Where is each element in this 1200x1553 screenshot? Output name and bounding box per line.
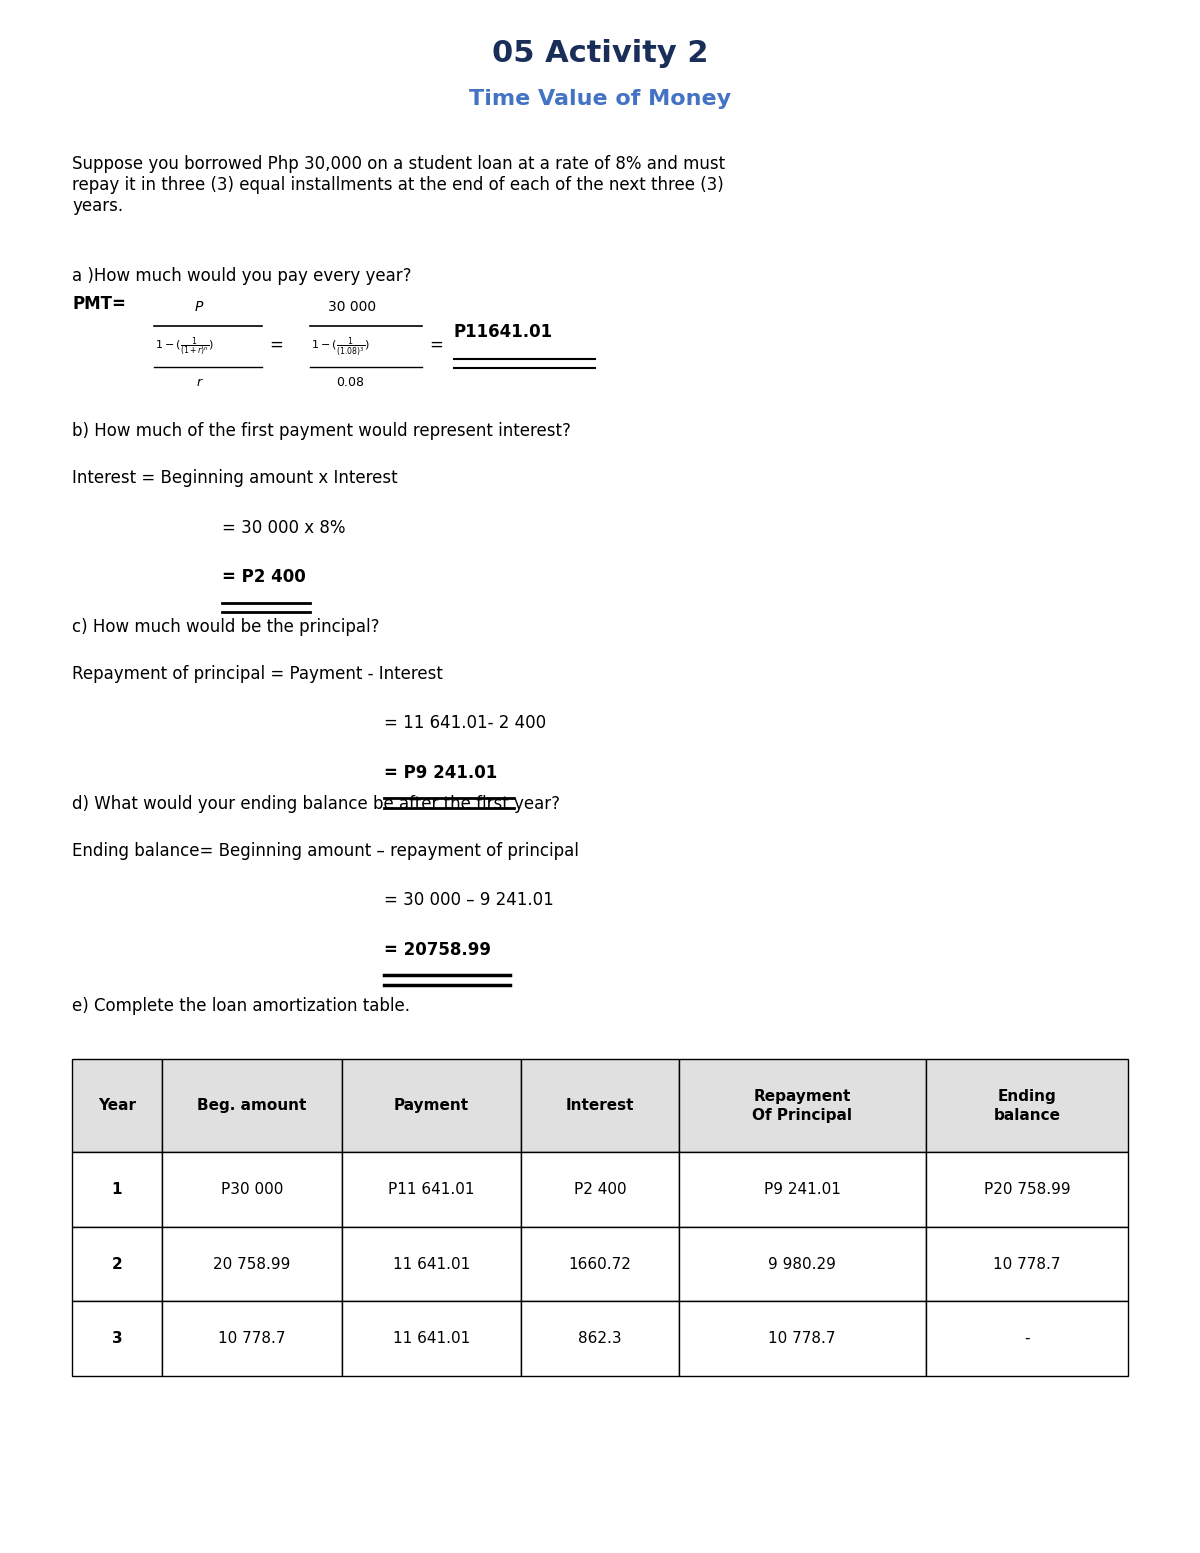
Bar [162, 1152, 342, 1227]
Text: P9 241.01: P9 241.01 [763, 1182, 841, 1197]
Text: Time Value of Money: Time Value of Money [469, 89, 731, 109]
Text: r: r [197, 376, 202, 388]
Bar [162, 1227, 342, 1301]
Text: =: = [430, 335, 444, 354]
Text: Beg. amount: Beg. amount [197, 1098, 306, 1114]
Text: P11 641.01: P11 641.01 [389, 1182, 475, 1197]
Text: 10 778.7: 10 778.7 [994, 1256, 1061, 1272]
Text: 10 778.7: 10 778.7 [768, 1331, 836, 1346]
Text: Payment: Payment [394, 1098, 469, 1114]
Text: 3: 3 [112, 1331, 122, 1346]
Text: c) How much would be the principal?: c) How much would be the principal? [72, 618, 379, 637]
Bar [162, 1301, 342, 1376]
Bar [521, 1301, 679, 1376]
Text: 30 000: 30 000 [328, 300, 376, 314]
Bar [72, 1301, 162, 1376]
Bar [925, 1227, 1128, 1301]
Text: $1-(\frac{1}{(1+r)^n})$: $1-(\frac{1}{(1+r)^n})$ [155, 335, 215, 357]
Text: = 30 000 x 8%: = 30 000 x 8% [222, 519, 346, 537]
Text: 0.08: 0.08 [336, 376, 364, 388]
Text: 9 980.29: 9 980.29 [768, 1256, 836, 1272]
Text: P11641.01: P11641.01 [454, 323, 553, 342]
Bar [72, 1152, 162, 1227]
Bar [679, 1227, 925, 1301]
Text: = 30 000 – 9 241.01: = 30 000 – 9 241.01 [384, 891, 553, 910]
Text: a )How much would you pay every year?: a )How much would you pay every year? [72, 267, 412, 286]
Bar [679, 1301, 925, 1376]
Bar [521, 1227, 679, 1301]
Text: Repayment of principal = Payment - Interest: Repayment of principal = Payment - Inter… [72, 665, 443, 683]
Text: = 20758.99: = 20758.99 [384, 941, 491, 960]
Bar [521, 1059, 679, 1152]
Bar [72, 1059, 162, 1152]
Text: P2 400: P2 400 [574, 1182, 626, 1197]
Text: P: P [196, 300, 203, 314]
Text: = P2 400: = P2 400 [222, 568, 306, 587]
Text: d) What would your ending balance be after the first year?: d) What would your ending balance be aft… [72, 795, 560, 814]
Text: Ending balance= Beginning amount – repayment of principal: Ending balance= Beginning amount – repay… [72, 842, 578, 860]
Bar [925, 1152, 1128, 1227]
Text: 1660.72: 1660.72 [569, 1256, 631, 1272]
Bar [925, 1059, 1128, 1152]
Bar [342, 1152, 521, 1227]
Text: b) How much of the first payment would represent interest?: b) How much of the first payment would r… [72, 422, 571, 441]
Text: Suppose you borrowed Php 30,000 on a student loan at a rate of 8% and must
repay: Suppose you borrowed Php 30,000 on a stu… [72, 155, 725, 214]
Text: = P9 241.01: = P9 241.01 [384, 764, 497, 783]
Bar [679, 1152, 925, 1227]
Text: =: = [269, 335, 283, 354]
Bar [162, 1059, 342, 1152]
Bar [925, 1301, 1128, 1376]
Text: Year: Year [98, 1098, 136, 1114]
Bar [342, 1227, 521, 1301]
Bar [679, 1059, 925, 1152]
Text: = 11 641.01- 2 400: = 11 641.01- 2 400 [384, 714, 546, 733]
Text: -: - [1024, 1331, 1030, 1346]
Text: PMT=: PMT= [72, 295, 126, 314]
Text: Ending
balance: Ending balance [994, 1089, 1061, 1123]
Bar [72, 1227, 162, 1301]
Text: 2: 2 [112, 1256, 122, 1272]
Text: e) Complete the loan amortization table.: e) Complete the loan amortization table. [72, 997, 410, 1016]
Bar [521, 1152, 679, 1227]
Text: 1: 1 [112, 1182, 122, 1197]
Bar [342, 1059, 521, 1152]
Text: Interest = Beginning amount x Interest: Interest = Beginning amount x Interest [72, 469, 397, 488]
Text: Repayment
Of Principal: Repayment Of Principal [752, 1089, 852, 1123]
Text: 862.3: 862.3 [578, 1331, 622, 1346]
Text: 05 Activity 2: 05 Activity 2 [492, 39, 708, 68]
Text: Interest: Interest [565, 1098, 635, 1114]
Text: 11 641.01: 11 641.01 [392, 1256, 470, 1272]
Text: $1-(\frac{1}{(1.08)^3})$: $1-(\frac{1}{(1.08)^3})$ [311, 335, 370, 359]
Text: 11 641.01: 11 641.01 [392, 1331, 470, 1346]
Text: 10 778.7: 10 778.7 [218, 1331, 286, 1346]
Text: P30 000: P30 000 [221, 1182, 283, 1197]
Text: P20 758.99: P20 758.99 [984, 1182, 1070, 1197]
Bar [342, 1301, 521, 1376]
Text: 20 758.99: 20 758.99 [214, 1256, 290, 1272]
